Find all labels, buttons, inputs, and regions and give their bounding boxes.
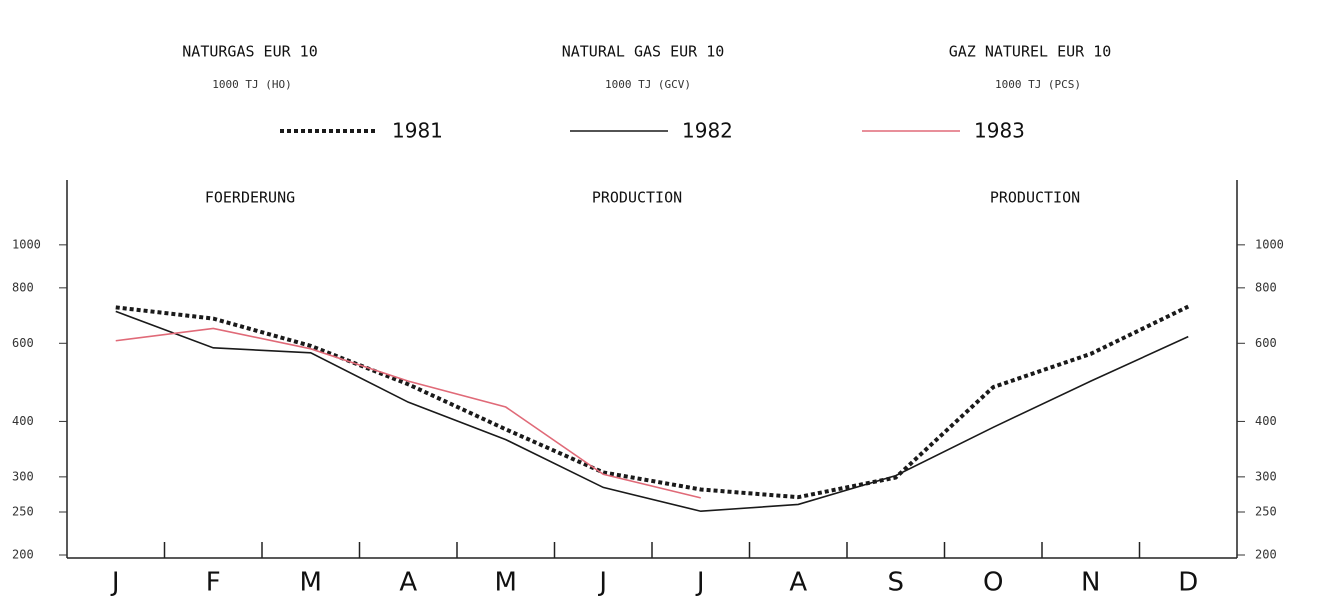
y-tick-label: 600 [12, 336, 34, 350]
label-fr: PRODUCTION [990, 189, 1080, 207]
title-fr: GAZ NATUREL EUR 10 [949, 43, 1112, 61]
y-tick-label-right: 1000 [1255, 237, 1284, 251]
y-tick-label: 800 [12, 280, 34, 294]
x-tick-label: M [495, 568, 517, 598]
series-line [115, 310, 1189, 513]
x-tick-label: M [300, 568, 322, 598]
series-line [115, 327, 701, 499]
y-tick-label: 400 [12, 414, 34, 428]
legend-label: 1982 [682, 119, 733, 143]
x-tick-label: S [887, 568, 904, 598]
title-de: NATURGAS EUR 10 [182, 43, 317, 61]
y-tick-label-right: 400 [1255, 414, 1277, 428]
y-tick-label-right: 250 [1255, 504, 1277, 518]
legend-label: 1983 [974, 119, 1025, 143]
y-tick-label-right: 300 [1255, 469, 1277, 483]
x-tick-label: O [983, 568, 1003, 598]
y-tick-label: 200 [12, 548, 34, 562]
series-line [115, 304, 1190, 500]
title-en: NATURAL GAS EUR 10 [562, 43, 725, 61]
x-tick-label: J [695, 568, 705, 598]
x-tick-label: J [110, 568, 120, 598]
y-tick-label-right: 800 [1255, 280, 1277, 294]
x-tick-label: N [1081, 568, 1100, 598]
legend-label: 1981 [392, 119, 443, 143]
x-tick-label: J [597, 568, 607, 598]
y-tick-label-right: 600 [1255, 336, 1277, 350]
unit-de: 1000 TJ (HO) [212, 78, 291, 91]
x-tick-label: F [206, 568, 221, 598]
y-tick-label: 250 [12, 504, 34, 518]
unit-en: 1000 TJ (GCV) [605, 78, 691, 91]
label-de: FOERDERUNG [205, 189, 295, 207]
label-en: PRODUCTION [592, 189, 682, 207]
unit-fr: 1000 TJ (PCS) [995, 78, 1081, 91]
y-tick-label: 300 [12, 469, 34, 483]
y-tick-label: 1000 [12, 237, 41, 251]
y-tick-label-right: 200 [1255, 548, 1277, 562]
x-tick-label: A [399, 568, 417, 598]
x-tick-label: D [1178, 568, 1198, 598]
x-tick-label: A [789, 568, 807, 598]
